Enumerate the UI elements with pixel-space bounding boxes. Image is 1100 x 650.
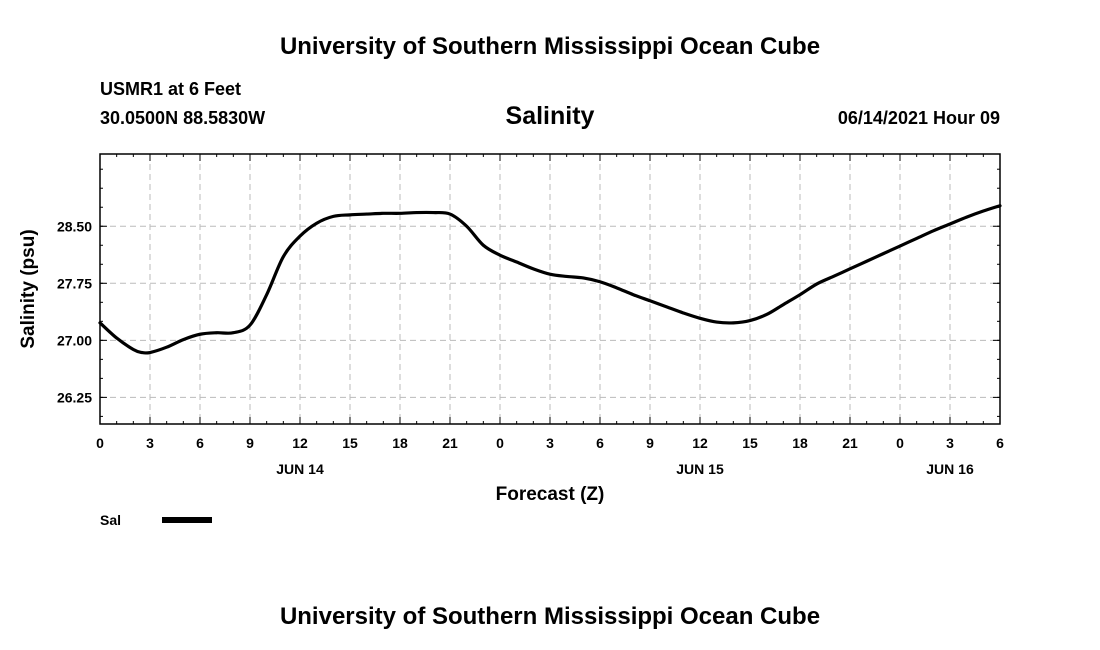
x-tick-label: 9	[646, 435, 654, 451]
legend-label-sal: Sal	[100, 512, 121, 528]
x-tick-label: 6	[996, 435, 1004, 451]
y-tick-label: 26.25	[57, 389, 92, 405]
x-tick-label: 6	[196, 435, 204, 451]
location-label: 30.0500N 88.5830W	[100, 108, 265, 128]
x-tick-label: 12	[692, 435, 708, 451]
forecast-time-label: 06/14/2021 Hour 09	[838, 108, 1000, 128]
grid-lines	[100, 154, 1000, 424]
plot-frame	[99, 153, 1001, 425]
series-group	[98, 204, 1002, 355]
y-tick-label: 27.00	[57, 332, 92, 348]
y-tick-label: 27.75	[57, 275, 92, 291]
x-tick-label: 3	[546, 435, 554, 451]
legend: Sal	[100, 512, 212, 528]
header-title: University of Southern Mississippi Ocean…	[280, 33, 820, 60]
x-tick-label: 15	[742, 435, 758, 451]
x-axis-label: Forecast (Z)	[496, 484, 605, 505]
x-tick-label: 21	[842, 435, 858, 451]
y-tick-label: 28.50	[57, 218, 92, 234]
date-label: JUN 15	[676, 461, 724, 477]
x-tick-label: 9	[246, 435, 254, 451]
x-tick-label: 18	[792, 435, 808, 451]
station-label: USMR1 at 6 Feet	[100, 79, 241, 99]
x-tick-label: 3	[946, 435, 954, 451]
x-axis: 0 3 6 9 12 15 18 21 0 3 6 9 12 15 18 21 0 3 6 JUN 14 JUN 15 J…	[96, 154, 1004, 477]
y-axis: 26.25 27.00 27.75 28.50	[57, 168, 1000, 417]
date-label: JUN 16	[926, 461, 974, 477]
date-label: JUN 14	[276, 461, 324, 477]
chart-title: Salinity	[506, 102, 595, 130]
footer-title: University of Southern Mississippi Ocean…	[280, 603, 820, 630]
y-axis-label: Salinity (psu)	[18, 229, 39, 348]
x-tick-label: 12	[292, 435, 308, 451]
x-tick-label: 3	[146, 435, 154, 451]
x-tick-label: 0	[96, 435, 104, 451]
series-line-sal	[98, 204, 1002, 355]
x-tick-label: 15	[342, 435, 358, 451]
x-tick-label: 18	[392, 435, 408, 451]
x-tick-label: 6	[596, 435, 604, 451]
x-tick-label: 0	[496, 435, 504, 451]
x-tick-label: 0	[896, 435, 904, 451]
x-tick-label: 21	[442, 435, 458, 451]
